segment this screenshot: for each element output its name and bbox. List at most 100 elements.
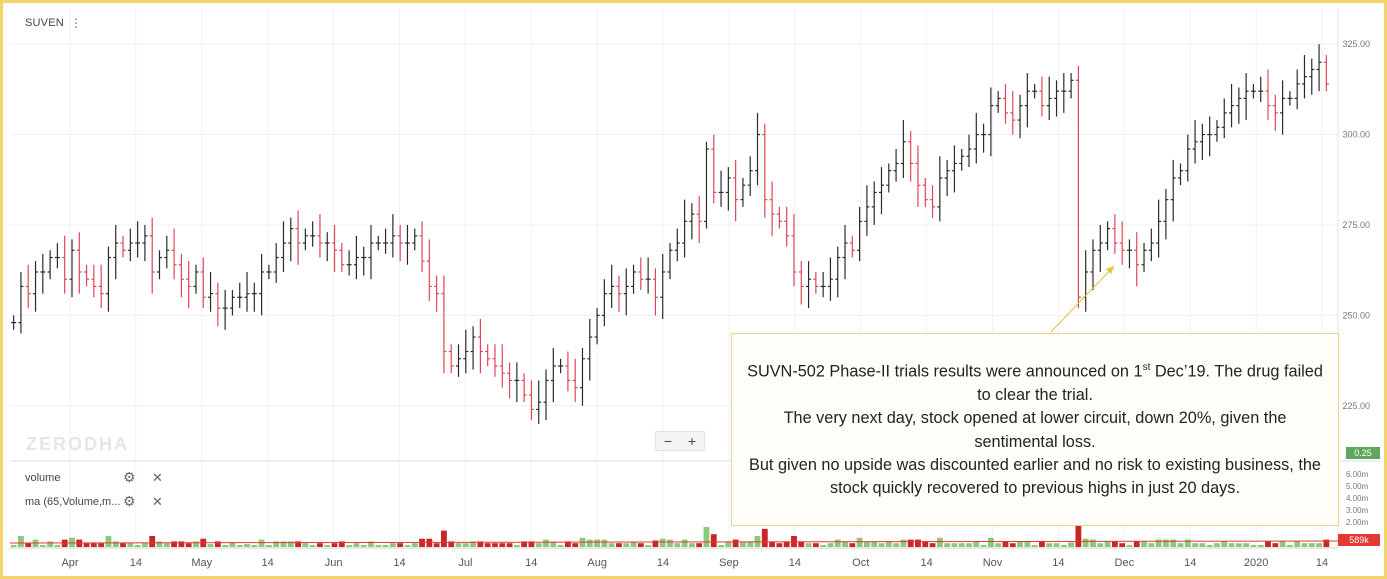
volume-bar (543, 539, 549, 547)
volume-bar (251, 545, 258, 547)
volume-bar (1097, 543, 1104, 547)
volume-bar (368, 541, 374, 547)
volume-bar (149, 536, 156, 547)
volume-bar (470, 541, 477, 547)
zoom-in-button[interactable]: + (687, 433, 697, 449)
x-tick-label: Oct (852, 557, 869, 569)
volume-bar (10, 545, 17, 547)
volume-bar (535, 543, 542, 547)
volume-bar (1294, 541, 1301, 547)
symbol-menu-icon[interactable]: ⋮ (70, 16, 82, 30)
zerodha-watermark: ZERODHA (26, 434, 129, 454)
volume-bar (54, 545, 61, 547)
volume-bar (1265, 541, 1271, 547)
volume-bar (616, 543, 622, 547)
volume-bar (987, 537, 994, 547)
volume-bar (105, 536, 112, 547)
volume-bar (667, 539, 673, 547)
volume-bar (1243, 543, 1250, 547)
volume-bar (652, 540, 659, 547)
study-volume-label: volume (25, 472, 61, 484)
gear-icon[interactable]: ⚙ (123, 469, 136, 485)
last-price-tag: 0.25 (1346, 447, 1380, 459)
volume-bar (1141, 541, 1147, 547)
volume-bar (973, 541, 980, 547)
note-line3-text: But given no upside was discounted earli… (749, 456, 1321, 498)
volume-bar (856, 537, 863, 547)
volume-axis-tick: 2.00m (1346, 518, 1369, 527)
volume-bar (827, 543, 834, 547)
volume-bar (725, 541, 732, 547)
volume-bar (623, 543, 630, 547)
volume-bar (1257, 545, 1264, 547)
volume-bar (90, 543, 97, 547)
volume-bar (280, 541, 287, 547)
volume-bar (521, 541, 528, 547)
gear-icon[interactable]: ⚙ (123, 493, 136, 509)
volume-bar (732, 539, 739, 547)
annotation-callout: SUVN-502 Phase-II trials results were an… (731, 333, 1339, 526)
volume-bar (929, 543, 936, 547)
volume-bar (317, 543, 323, 547)
last-volume-tag: 589k (1338, 534, 1380, 546)
x-tick-label: 14 (393, 557, 405, 569)
volume-bar (178, 541, 185, 547)
volume-bar (1250, 545, 1257, 547)
volume-bar (1104, 541, 1111, 547)
close-icon[interactable]: ✕ (152, 494, 163, 509)
volume-bar (842, 541, 848, 547)
volume-bar (1111, 541, 1118, 547)
volume-bar (1286, 545, 1293, 547)
volume-bar (1060, 545, 1067, 547)
volume-bar (441, 530, 447, 547)
volume-bar (404, 545, 411, 547)
volume-bar (1046, 543, 1053, 547)
volume-bar (244, 544, 250, 547)
close-icon[interactable]: ✕ (152, 470, 163, 485)
volume-bar (550, 541, 557, 547)
volume-bar (645, 545, 652, 547)
volume-bar (484, 543, 491, 547)
volume-bar (382, 545, 389, 547)
volume-bar (528, 541, 535, 547)
volume-bar (1170, 539, 1177, 547)
zoom-out-button[interactable]: − (663, 433, 673, 449)
volume-bar (907, 539, 914, 547)
volume-bar (207, 544, 214, 547)
study-ma-label: ma (65,Volume,m... (25, 496, 121, 508)
volume-bar (229, 542, 236, 547)
volume-bar (601, 539, 608, 547)
volume-bar (1017, 541, 1023, 547)
volume-bar (448, 541, 455, 547)
volume-bar (805, 543, 812, 547)
volume-bar (324, 545, 331, 547)
volume-bar (1279, 541, 1286, 547)
x-tick-label: 14 (657, 557, 669, 569)
zoom-control: − + (655, 431, 705, 451)
volume-bar (193, 541, 199, 547)
volume-bar (1214, 543, 1220, 547)
volume-bar (69, 537, 75, 547)
volume-ma-line (9, 540, 1339, 544)
note-line1-text: SUVN-502 Phase-II trials results were an… (747, 362, 1143, 381)
volume-bar (586, 539, 593, 547)
volume-bar (893, 543, 899, 547)
volume-bar (462, 543, 469, 547)
volume-bar (564, 541, 571, 547)
x-tick-label: 14 (262, 557, 274, 569)
volume-bar (346, 545, 353, 547)
volume-bar (966, 543, 972, 547)
volume-bar (1068, 542, 1075, 547)
volume-bar (287, 541, 294, 547)
volume-bar (951, 543, 958, 547)
volume-bar (980, 545, 987, 547)
volume-axis-tick: 4.00m (1346, 494, 1369, 503)
volume-bar (674, 543, 681, 547)
volume-bar (1155, 539, 1162, 547)
volume-bar (1192, 543, 1198, 547)
volume-bar (1075, 521, 1082, 547)
volume-bar (608, 543, 615, 547)
volume-bar (834, 539, 841, 547)
volume-bar (776, 543, 783, 547)
